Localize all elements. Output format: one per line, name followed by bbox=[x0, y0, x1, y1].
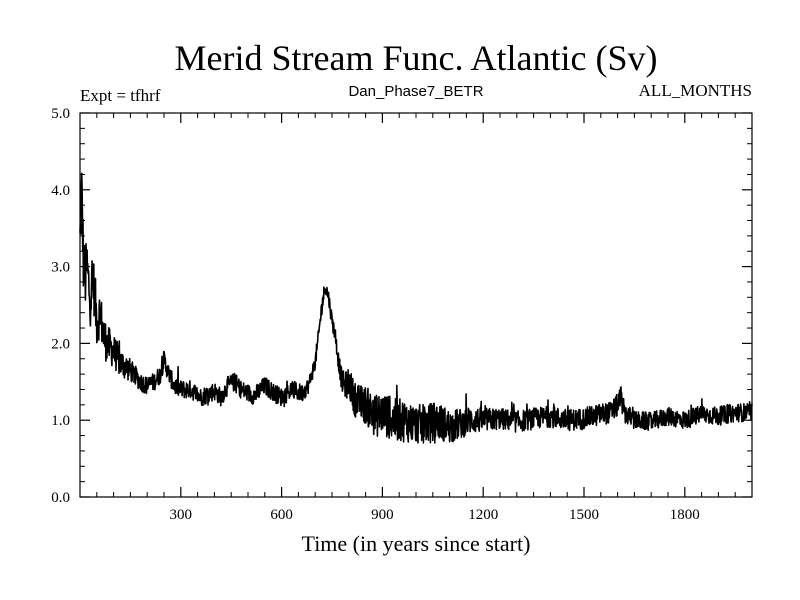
x-tick-label: 600 bbox=[270, 507, 293, 523]
run-label: Dan_Phase7_BETR bbox=[348, 83, 483, 100]
chart-title: Merid Stream Func. Atlantic (Sv) bbox=[175, 38, 658, 78]
y-tick-label: 1.0 bbox=[51, 413, 70, 429]
experiment-label: Expt = tfhrf bbox=[80, 86, 161, 105]
x-tick-label: 1200 bbox=[468, 507, 498, 523]
x-tick-label: 300 bbox=[170, 507, 193, 523]
plot-frame bbox=[79, 112, 753, 498]
x-tick-label: 900 bbox=[371, 507, 394, 523]
minor-ticks bbox=[80, 113, 752, 497]
series-line bbox=[79, 172, 753, 444]
tick-labels: 300 600 900 1200 1500 1800 0.0 1.0 2.0 3.0 4.0 5.0 bbox=[51, 106, 700, 523]
y-tick-label: 0.0 bbox=[51, 490, 70, 506]
x-tick-label: 1800 bbox=[670, 507, 700, 523]
plot-area: 300 600 900 1200 1500 1800 0.0 1.0 2.0 3.0 4.0 5.0 bbox=[51, 106, 753, 523]
months-label: ALL_MONTHS bbox=[639, 81, 752, 100]
y-tick-label: 4.0 bbox=[51, 183, 70, 199]
y-tick-label: 5.0 bbox=[51, 106, 70, 122]
x-axis-label: Time (in years since start) bbox=[302, 531, 531, 556]
x-tick-label: 1500 bbox=[569, 507, 599, 523]
y-tick-label: 2.0 bbox=[51, 336, 70, 352]
y-tick-label: 3.0 bbox=[51, 260, 70, 276]
